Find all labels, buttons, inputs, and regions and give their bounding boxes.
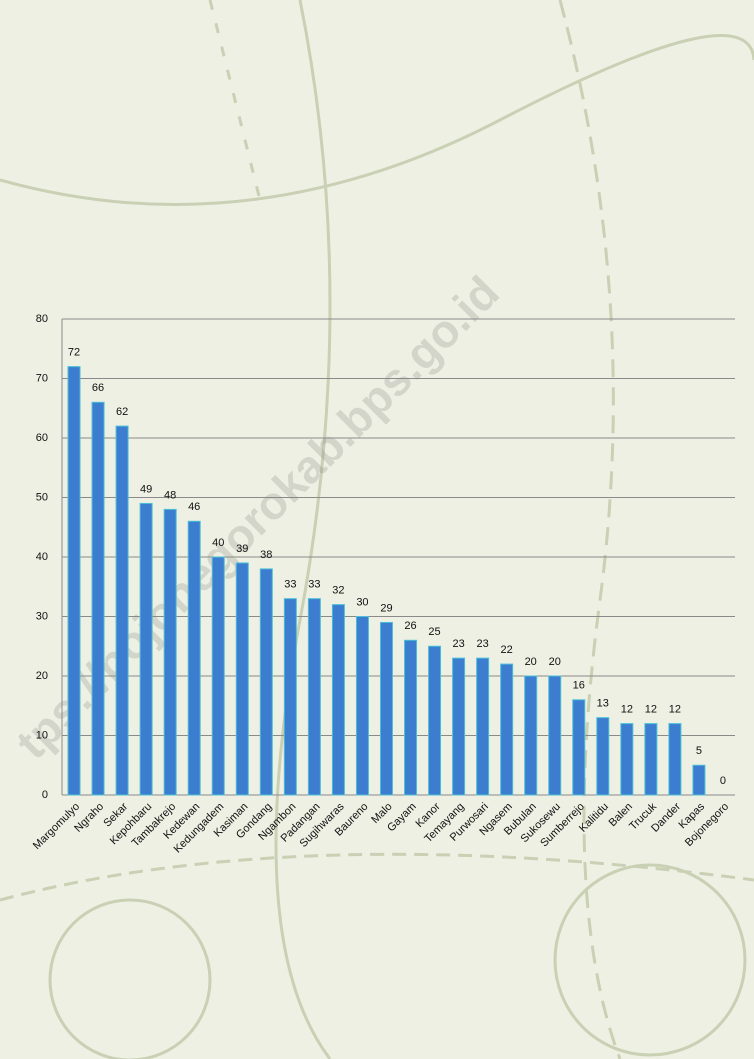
y-tick-label: 0	[42, 789, 48, 801]
bar	[428, 645, 442, 796]
data-label: 49	[140, 483, 152, 495]
data-label: 12	[621, 704, 633, 716]
data-label: 16	[573, 680, 585, 692]
data-label: 23	[477, 638, 489, 650]
data-label: 48	[164, 489, 176, 501]
data-label: 30	[356, 596, 368, 608]
bar	[500, 663, 514, 796]
bar	[404, 639, 418, 796]
bar	[163, 508, 177, 796]
data-label: 46	[188, 501, 200, 513]
bar	[524, 675, 538, 796]
data-label: 66	[92, 382, 104, 394]
y-tick-label: 60	[36, 432, 48, 444]
data-label: 26	[404, 620, 416, 632]
y-tick-label: 20	[36, 670, 48, 682]
data-label: 13	[597, 698, 609, 710]
bar	[331, 604, 345, 796]
bar	[115, 425, 129, 796]
data-label: 33	[284, 579, 296, 591]
y-tick-label: 70	[36, 372, 48, 384]
data-label: 22	[501, 644, 513, 656]
bar	[572, 699, 586, 796]
bar	[67, 366, 81, 796]
y-tick-label: 30	[36, 610, 48, 622]
data-label: 20	[549, 656, 561, 668]
data-label: 72	[68, 347, 80, 359]
data-label: 0	[720, 775, 726, 787]
y-tick-label: 80	[36, 313, 48, 325]
bar	[307, 598, 321, 796]
y-tick-label: 40	[36, 551, 48, 563]
bar	[692, 764, 706, 796]
bar	[355, 616, 369, 796]
data-label: 29	[380, 602, 392, 614]
bar	[452, 657, 466, 796]
bar	[211, 556, 225, 796]
data-label: 39	[236, 543, 248, 555]
bar	[259, 568, 273, 796]
data-label: 20	[525, 656, 537, 668]
data-label: 32	[332, 585, 344, 597]
data-label: 25	[428, 626, 440, 638]
y-tick-label: 50	[36, 491, 48, 503]
data-label: 40	[212, 537, 224, 549]
bar	[283, 598, 297, 796]
bar	[476, 657, 490, 796]
data-label: 12	[669, 704, 681, 716]
bar	[644, 723, 658, 796]
y-tick-label: 10	[36, 729, 48, 741]
bar	[596, 717, 610, 796]
data-label: 23	[452, 638, 464, 650]
data-label: 33	[308, 579, 320, 591]
data-label: 5	[696, 745, 702, 757]
data-label: 12	[645, 704, 657, 716]
bar	[548, 675, 562, 796]
bar	[668, 723, 682, 796]
bar	[139, 502, 153, 796]
bar	[620, 723, 634, 796]
data-label: 38	[260, 549, 272, 561]
bar	[379, 621, 393, 796]
bar	[235, 562, 249, 796]
bar	[187, 520, 201, 796]
data-label: 62	[116, 406, 128, 418]
bar	[91, 401, 105, 796]
